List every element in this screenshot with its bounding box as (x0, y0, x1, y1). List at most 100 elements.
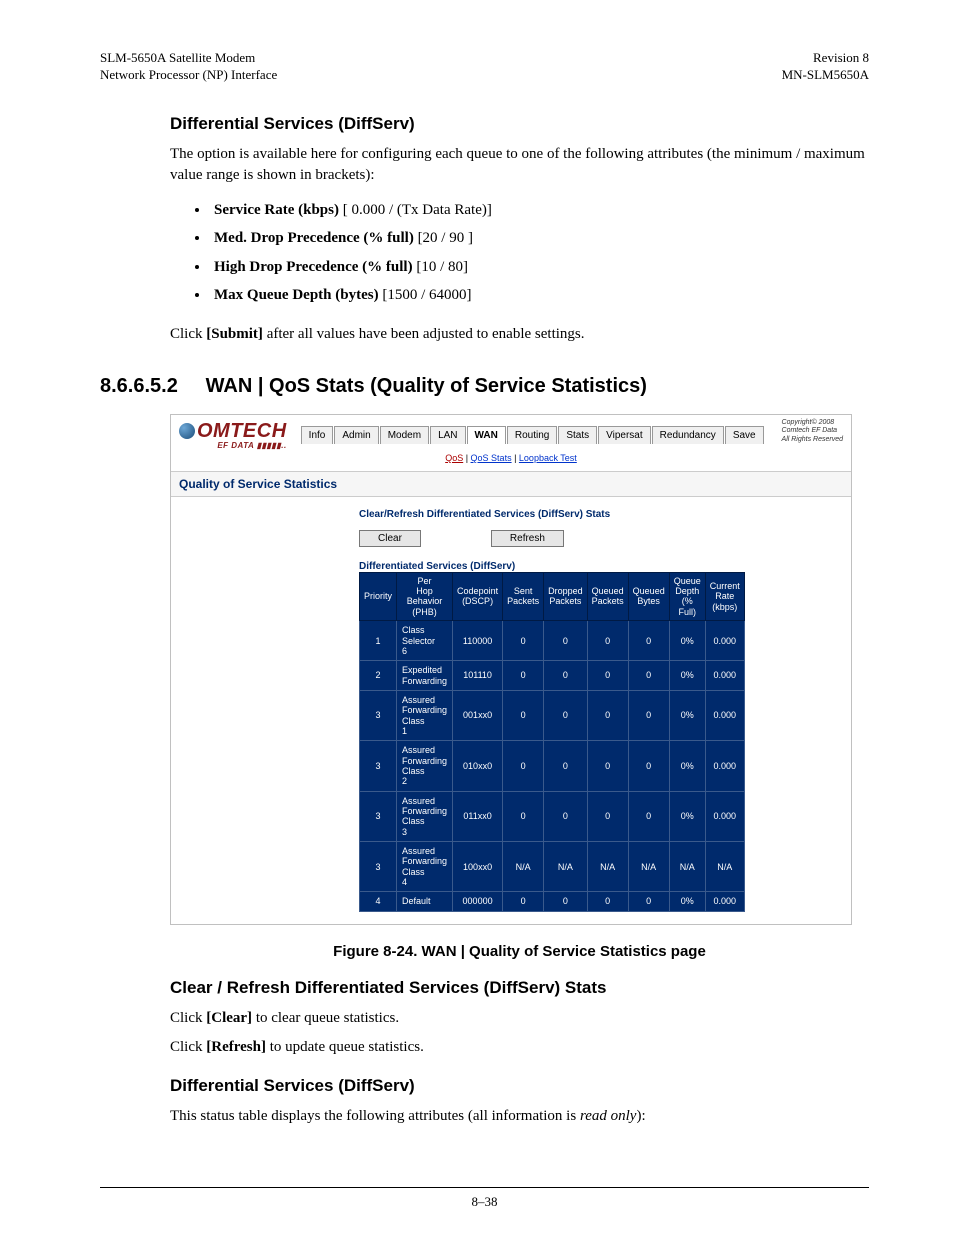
tab-routing[interactable]: Routing (507, 426, 557, 444)
qos-stats-screenshot: OMTECH EF DATA ▮▮▮▮▮.. InfoAdminModemLAN… (170, 414, 852, 925)
section-number: 8.6.6.5.2 (100, 375, 178, 397)
table-cell: 0 (587, 621, 628, 661)
table-cell: 0% (669, 661, 705, 691)
bullet-rest: [20 / 90 ] (414, 230, 473, 246)
table-cell: 0.000 (705, 661, 744, 691)
panel-title: Quality of Service Statistics (171, 471, 851, 497)
bullet-rest: [1500 / 64000] (379, 287, 472, 303)
table-cell: 0% (669, 741, 705, 791)
subtab-qos[interactable]: QoS (445, 453, 463, 463)
table-cell: 0 (503, 621, 544, 661)
table-cell: 0 (503, 892, 544, 911)
table-cell: 0 (503, 791, 544, 841)
refresh-button[interactable]: Refresh (491, 530, 564, 547)
clear-label: [Clear] (206, 1010, 252, 1026)
table-cell: 0.000 (705, 791, 744, 841)
tab-stats[interactable]: Stats (558, 426, 597, 444)
table-cell: N/A (669, 842, 705, 892)
tab-admin[interactable]: Admin (334, 426, 378, 444)
clear-refresh-label: Clear/Refresh Differentiated Services (D… (359, 509, 843, 520)
refresh-label: [Refresh] (206, 1039, 266, 1055)
txt: ): (636, 1108, 645, 1124)
subtab-qos-stats[interactable]: QoS Stats (471, 453, 512, 463)
copyright-text: Copyright© 2008 Comtech EF Data All Righ… (782, 419, 843, 444)
table-cell: N/A (503, 842, 544, 892)
table-cell: 0 (628, 661, 669, 691)
table-cell: 011xx0 (453, 791, 503, 841)
txt: Click (170, 1039, 206, 1055)
table-cell: 100xx0 (453, 842, 503, 892)
tab-vipersat[interactable]: Vipersat (598, 426, 651, 444)
table-cell: AssuredForwardingClass4 (397, 842, 453, 892)
table-cell: 0% (669, 791, 705, 841)
bullet-label: Max Queue Depth (bytes) (214, 287, 379, 303)
bullet-item: Max Queue Depth (bytes) [1500 / 64000] (210, 281, 869, 310)
table-row: 2ExpeditedForwarding10111000000%0.000 (360, 661, 745, 691)
col-header: SentPackets (503, 572, 544, 620)
table-cell: 001xx0 (453, 690, 503, 740)
table-cell: 0 (628, 892, 669, 911)
submit-instruction: Click [Submit] after all values have bee… (170, 324, 869, 345)
col-header: QueueDepth(%Full) (669, 572, 705, 620)
tab-redundancy[interactable]: Redundancy (652, 426, 724, 444)
table-row: 1ClassSelector611000000000%0.000 (360, 621, 745, 661)
table-cell: 0 (587, 741, 628, 791)
table-cell: 0 (628, 621, 669, 661)
diffserv-heading-1: Differential Services (DiffServ) (170, 114, 869, 134)
page-number: 8–38 (100, 1187, 869, 1210)
bullet-rest: [10 / 80] (413, 259, 468, 275)
table-cell: AssuredForwardingClass2 (397, 741, 453, 791)
txt: This status table displays the following… (170, 1108, 580, 1124)
table-cell: Default (397, 892, 453, 911)
diffserv-heading-2: Differential Services (DiffServ) (170, 1076, 869, 1096)
subtab-loopback[interactable]: Loopback Test (519, 453, 577, 463)
nav-tabs: InfoAdminModemLANWANRoutingStatsVipersat… (301, 426, 764, 444)
table-cell: 0 (544, 741, 588, 791)
tab-save[interactable]: Save (725, 426, 764, 444)
diffserv-intro: The option is available here for configu… (170, 144, 869, 186)
table-cell: 0 (544, 661, 588, 691)
txt: to update queue statistics. (266, 1039, 424, 1055)
tab-modem[interactable]: Modem (380, 426, 429, 444)
bullet-item: Med. Drop Precedence (% full) [20 / 90 ] (210, 224, 869, 253)
table-cell: 3 (360, 690, 397, 740)
table-row: 3AssuredForwardingClass4100xx0N/AN/AN/AN… (360, 842, 745, 892)
table-cell: N/A (628, 842, 669, 892)
table-cell: 3 (360, 791, 397, 841)
refresh-instruction: Click [Refresh] to update queue statisti… (170, 1037, 869, 1058)
clear-refresh-heading: Clear / Refresh Differentiated Services … (170, 978, 869, 998)
table-cell: 0 (628, 690, 669, 740)
tab-wan[interactable]: WAN (467, 426, 506, 444)
clear-button[interactable]: Clear (359, 530, 421, 547)
bullet-label: Service Rate (kbps) (214, 202, 339, 218)
tab-info[interactable]: Info (301, 426, 334, 444)
figure-caption: Figure 8-24. WAN | Quality of Service St… (170, 943, 869, 960)
table-cell: 010xx0 (453, 741, 503, 791)
table-cell: ClassSelector6 (397, 621, 453, 661)
header-left-2: Network Processor (NP) Interface (100, 67, 277, 84)
col-header: QueuedPackets (587, 572, 628, 620)
table-cell: 0% (669, 892, 705, 911)
page-header: SLM-5650A Satellite Modem Network Proces… (100, 50, 869, 84)
txt: Click (170, 326, 206, 342)
table-cell: 0% (669, 690, 705, 740)
header-right-2: MN-SLM5650A (782, 67, 869, 84)
submit-label: [Submit] (206, 326, 263, 342)
table-cell: 0 (587, 791, 628, 841)
logo-text: OMTECH (197, 420, 287, 442)
txt: to clear queue statistics. (252, 1010, 399, 1026)
table-cell: 000000 (453, 892, 503, 911)
col-header: QueuedBytes (628, 572, 669, 620)
tab-lan[interactable]: LAN (430, 426, 465, 444)
table-cell: 0 (503, 741, 544, 791)
table-cell: 0 (503, 661, 544, 691)
table-cell: 0 (628, 741, 669, 791)
table-row: 3AssuredForwardingClass3011xx000000%0.00… (360, 791, 745, 841)
header-right-1: Revision 8 (782, 50, 869, 67)
bullet-item: High Drop Precedence (% full) [10 / 80] (210, 253, 869, 282)
table-cell: AssuredForwardingClass3 (397, 791, 453, 841)
table-cell: 101110 (453, 661, 503, 691)
clear-instruction: Click [Clear] to clear queue statistics. (170, 1008, 869, 1029)
globe-icon (179, 423, 195, 439)
table-cell: 110000 (453, 621, 503, 661)
